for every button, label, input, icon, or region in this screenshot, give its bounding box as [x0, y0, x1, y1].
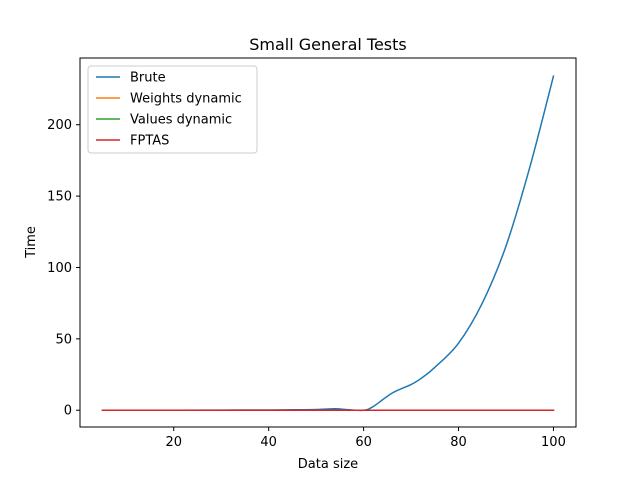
plot-frame — [79, 57, 577, 428]
y-tick-label: 100 — [47, 261, 72, 276]
x-tick-label: 60 — [355, 435, 372, 450]
x-tick-label: 100 — [541, 435, 566, 450]
x-tick-label: 80 — [450, 435, 467, 450]
x-tick-label: 40 — [260, 435, 277, 450]
y-tick-label: 200 — [47, 118, 72, 133]
x-tick-label: 20 — [165, 435, 182, 450]
legend: Brute Weights dynamic Values dynamic FPTAS — [87, 65, 258, 154]
legend-label: Values dynamic — [130, 113, 232, 128]
y-tick-label: 0 — [64, 404, 72, 419]
x-axis-label: Data size — [298, 457, 358, 472]
x-axis: 20 40 60 80 100 — [165, 427, 566, 450]
legend-label: Brute — [130, 71, 166, 86]
y-tick-label: 50 — [55, 332, 72, 347]
legend-label: Weights dynamic — [130, 92, 242, 107]
y-axis-label: Time — [24, 226, 39, 259]
y-tick-label: 150 — [47, 190, 72, 205]
legend-label: FPTAS — [130, 134, 169, 149]
y-axis: 0 50 100 150 200 — [47, 118, 80, 419]
series-layer — [101, 75, 555, 412]
legend-box — [87, 65, 258, 154]
chart-title: Small General Tests — [249, 35, 407, 54]
